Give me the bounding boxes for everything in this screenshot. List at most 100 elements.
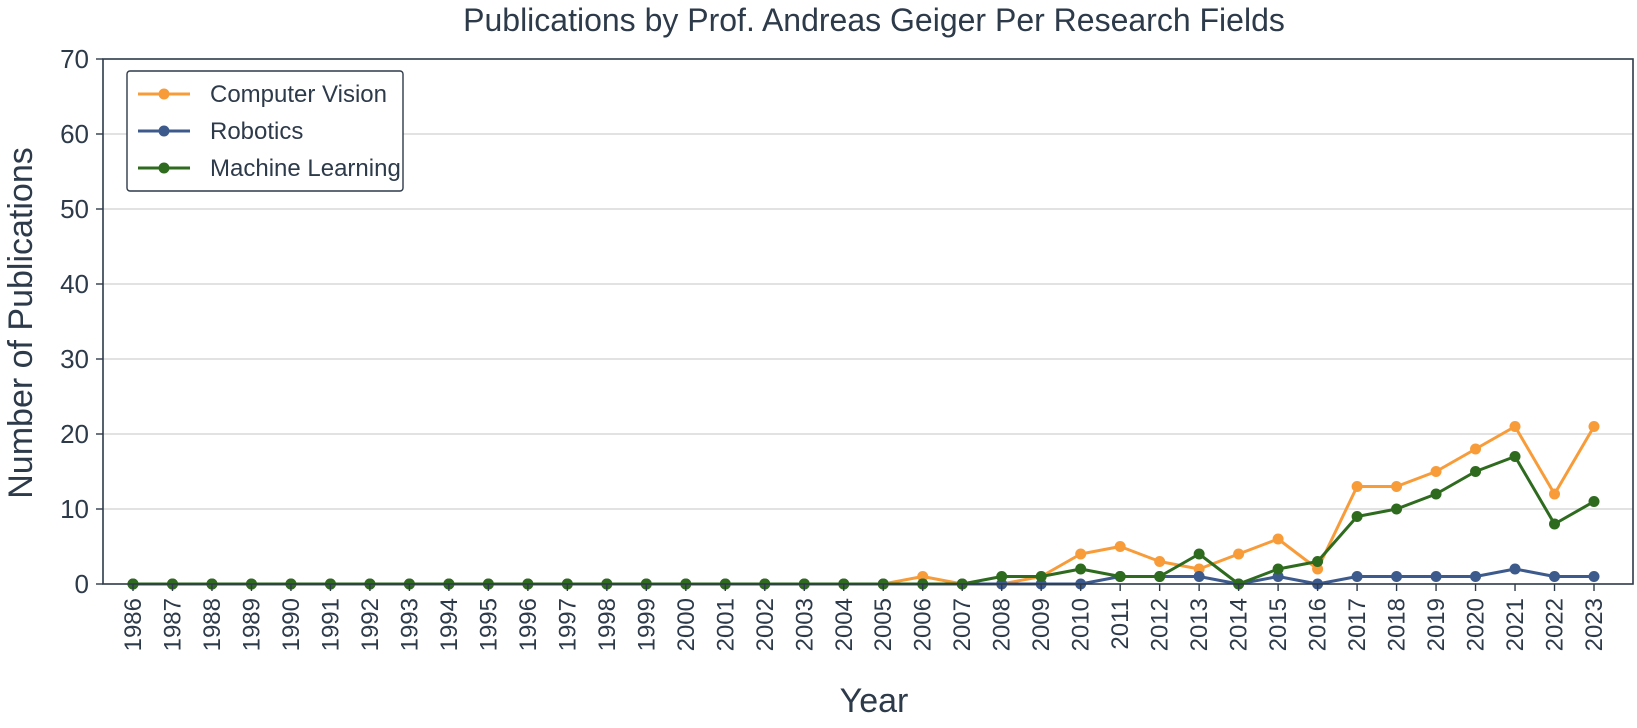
series-computer-vision <box>127 421 1600 590</box>
data-point-machine-learning <box>1351 511 1363 522</box>
legend-swatch-marker-computer-vision <box>158 88 170 100</box>
plot-area-frame <box>102 58 1634 585</box>
series-line-computer-vision <box>133 425 1596 586</box>
y-axis-ticks: 0 10 20 30 40 50 60 70 <box>60 44 103 599</box>
x-tick-label: 2015 <box>1265 598 1292 651</box>
x-tick-label: 2011 <box>1107 598 1134 650</box>
data-point-computer-vision <box>1351 481 1363 492</box>
y-tick-label: 0 <box>75 569 89 599</box>
y-tick-label: 30 <box>60 344 89 374</box>
x-tick-label: 1999 <box>633 598 660 651</box>
x-tick-label: 2019 <box>1423 598 1450 651</box>
x-tick-label: 2018 <box>1384 598 1411 651</box>
y-tick-label: 70 <box>60 44 89 74</box>
legend-swatch-marker-robotics <box>158 125 170 137</box>
y-tick-label: 60 <box>60 119 89 149</box>
y-tick-label: 20 <box>60 419 89 449</box>
data-point-computer-vision <box>1154 556 1166 567</box>
y-tick-label: 40 <box>60 269 89 299</box>
data-point-machine-learning <box>1193 548 1205 560</box>
x-tick-label: 2002 <box>752 598 779 651</box>
data-point-computer-vision <box>1470 443 1482 455</box>
data-point-computer-vision <box>1391 481 1403 492</box>
x-axis-ticks: 1986 1987 1988 1989 1990 1991 1992 1993 1994 1995… <box>120 584 1608 651</box>
x-tick-label: 2007 <box>949 598 976 651</box>
x-tick-label: 1990 <box>278 598 305 651</box>
data-point-machine-learning <box>1430 488 1442 500</box>
x-tick-label: 1993 <box>396 598 423 651</box>
data-point-robotics <box>1430 571 1442 582</box>
series-robotics <box>127 563 1600 590</box>
x-tick-label: 2005 <box>870 598 897 651</box>
legend-box <box>126 70 404 192</box>
chart-title: Publications by Prof. Andreas Geiger Per… <box>463 2 1285 38</box>
data-point-machine-learning <box>1470 466 1482 477</box>
x-tick-label: 1994 <box>436 598 463 651</box>
data-point-machine-learning <box>1549 518 1561 530</box>
data-point-machine-learning <box>1312 556 1324 567</box>
x-tick-label: 1989 <box>238 598 265 651</box>
data-point-computer-vision <box>1509 421 1521 432</box>
x-tick-label: 1986 <box>120 598 147 651</box>
y-tick-label: 50 <box>60 194 89 224</box>
data-point-robotics <box>1588 571 1600 582</box>
x-tick-label: 2001 <box>712 598 739 651</box>
data-point-robotics <box>1193 571 1205 582</box>
x-tick-label: 2013 <box>1186 598 1213 651</box>
series-machine-learning <box>127 451 1600 590</box>
x-tick-label: 2006 <box>910 598 937 651</box>
data-point-machine-learning <box>1588 496 1600 507</box>
data-point-computer-vision <box>1233 548 1245 560</box>
x-tick-label: 2023 <box>1581 598 1608 651</box>
x-tick-label: 2021 <box>1502 598 1529 651</box>
legend-label-robotics: Robotics <box>210 118 303 145</box>
data-point-machine-learning <box>1114 571 1126 582</box>
y-tick-label: 10 <box>60 494 89 524</box>
data-point-machine-learning <box>1391 503 1403 515</box>
x-tick-label: 2014 <box>1226 598 1253 651</box>
data-point-computer-vision <box>1272 533 1284 545</box>
data-point-robotics <box>1549 571 1561 582</box>
series-line-machine-learning <box>133 455 1595 586</box>
x-tick-label: 2012 <box>1147 598 1174 651</box>
x-tick-label: 1997 <box>554 598 581 651</box>
data-point-computer-vision <box>1114 541 1126 552</box>
data-point-machine-learning <box>996 571 1008 582</box>
x-tick-label: 2020 <box>1463 598 1490 651</box>
x-tick-label: 2008 <box>989 598 1016 651</box>
x-tick-label: 2010 <box>1068 598 1095 651</box>
x-tick-label: 2003 <box>791 598 818 651</box>
legend: Computer Vision Robotics Machine Learning <box>126 70 404 192</box>
x-tick-label: 1995 <box>475 598 502 651</box>
legend-swatch-marker-machine-learning <box>158 162 170 174</box>
x-tick-label: 1991 <box>317 598 344 651</box>
data-point-machine-learning <box>1272 563 1284 575</box>
x-tick-label: 2016 <box>1305 598 1332 651</box>
legend-label-machine-learning: Machine Learning <box>210 155 401 182</box>
x-tick-label: 1988 <box>199 598 226 651</box>
data-point-robotics <box>1509 563 1521 575</box>
data-point-robotics <box>1470 571 1482 582</box>
data-point-machine-learning <box>1509 451 1521 462</box>
series-layer <box>127 421 1600 590</box>
data-point-machine-learning <box>1035 571 1047 582</box>
x-tick-label: 2009 <box>1028 598 1055 651</box>
x-axis-label: Year <box>840 682 909 720</box>
legend-label-computer-vision: Computer Vision <box>210 81 387 108</box>
x-tick-label: 1998 <box>594 598 621 651</box>
x-tick-label: 2022 <box>1542 598 1569 651</box>
data-point-robotics <box>1351 571 1363 582</box>
x-tick-label: 2000 <box>673 598 700 651</box>
x-tick-label: 1996 <box>515 598 542 651</box>
data-point-computer-vision <box>1075 548 1087 560</box>
series-line-robotics <box>133 567 1594 586</box>
data-point-computer-vision <box>1588 421 1600 432</box>
data-point-computer-vision <box>1549 488 1561 500</box>
data-point-machine-learning <box>1154 571 1166 582</box>
y-axis-label: Number of Publications <box>2 147 40 499</box>
data-point-robotics <box>1391 571 1403 582</box>
data-point-machine-learning <box>1075 563 1087 575</box>
x-tick-label: 1992 <box>357 598 384 651</box>
x-tick-label: 1987 <box>159 598 186 651</box>
